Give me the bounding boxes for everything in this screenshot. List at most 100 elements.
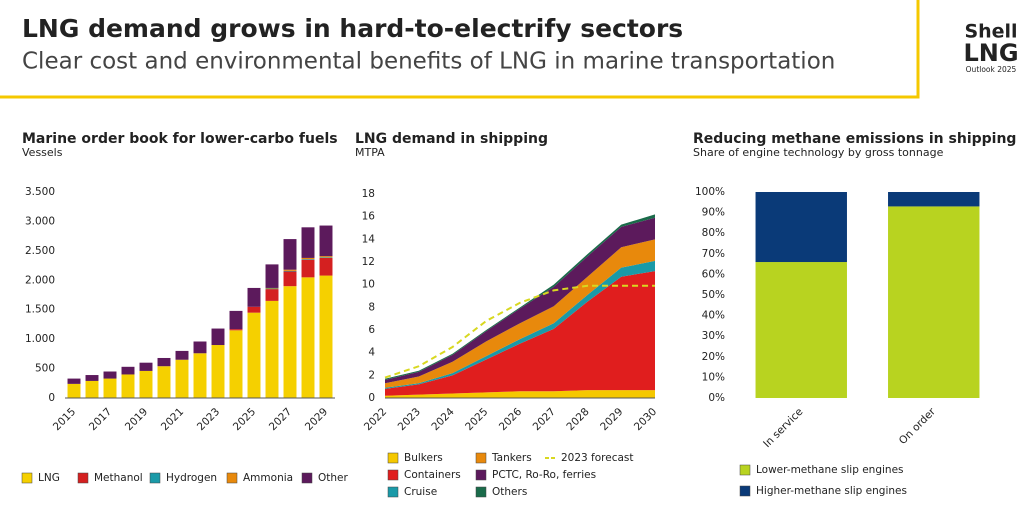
y-tick-label: 80% [702, 227, 725, 239]
bar-segment [319, 275, 333, 398]
bar-segment [247, 287, 261, 307]
x-tick-label: On order [897, 405, 939, 447]
x-tick-label: 2024 [429, 406, 457, 434]
bar-segment [247, 306, 261, 313]
bar-segment [121, 366, 135, 375]
y-tick-label: 2 [368, 369, 375, 381]
legend-swatch [475, 486, 487, 498]
x-tick-label: 2025 [463, 406, 490, 433]
x-tick-label: 2023 [396, 406, 423, 433]
bar-segment [211, 328, 225, 346]
slide-subtitle: Clear cost and environmental benefits of… [22, 49, 835, 75]
legend-swatch [739, 485, 751, 497]
y-tick-label: 3.500 [25, 186, 55, 198]
bar-segment [755, 262, 847, 398]
legend-label: Bulkers [404, 452, 443, 464]
x-tick-label: 2027 [267, 406, 294, 433]
y-tick-label: 12 [362, 256, 375, 268]
y-tick-label: 0 [368, 392, 375, 404]
bar-segment [301, 277, 315, 398]
logo-lng: LNG [963, 39, 1018, 67]
y-tick-label: 1.000 [25, 333, 55, 345]
bar-segment [265, 289, 279, 301]
y-tick-label: 30% [702, 330, 725, 342]
legend-label: Others [492, 486, 527, 498]
y-tick-label: 90% [702, 207, 725, 219]
legend-swatch [301, 472, 313, 484]
bar-segment [265, 288, 279, 290]
bar-segment [283, 271, 297, 287]
y-tick-label: 18 [362, 188, 375, 200]
bar-segment [211, 345, 225, 398]
y-tick-label: 10% [702, 371, 725, 383]
legend-label: Methanol [94, 472, 143, 484]
bar-segment [67, 383, 81, 398]
legend-label: Other [318, 472, 348, 484]
x-tick-label: 2022 [362, 406, 389, 433]
y-tick-label: 6 [368, 324, 375, 336]
bar-segment [121, 374, 135, 398]
y-tick-label: 1.500 [25, 304, 55, 316]
x-tick-label: 2019 [123, 406, 150, 433]
chart-subtitle: Vessels [22, 146, 63, 159]
x-tick-label: 2028 [564, 406, 591, 433]
y-tick-label: 500 [35, 363, 55, 375]
y-tick-label: 4 [368, 347, 375, 359]
x-tick-label: 2021 [159, 406, 186, 433]
legend-swatch [475, 469, 487, 481]
legend-swatch [21, 472, 33, 484]
area-layer [385, 390, 655, 398]
y-tick-label: 20% [702, 351, 725, 363]
x-tick-label: 2030 [632, 406, 659, 433]
bar-segment [301, 227, 315, 258]
bar-segment [229, 330, 243, 398]
bar-segment [283, 270, 297, 272]
x-tick-label: 2029 [598, 406, 625, 433]
legend-label: Hydrogen [166, 472, 217, 484]
bar-segment [157, 366, 171, 398]
legend-swatch [77, 472, 89, 484]
bar-segment [888, 206, 980, 398]
y-tick-label: 3.000 [25, 215, 55, 227]
area-layer [385, 239, 655, 388]
bar-segment [229, 310, 243, 330]
bar-segment [103, 371, 117, 379]
area-layer [385, 217, 655, 384]
bar-segment [85, 375, 99, 381]
legend-swatch [387, 486, 399, 498]
bar-segment [283, 286, 297, 398]
logo-shell: Shell [964, 21, 1017, 43]
legend-swatch [475, 452, 487, 464]
bar-segment [139, 370, 153, 398]
y-tick-label: 60% [702, 268, 725, 280]
bar-segment [283, 239, 297, 270]
y-tick-label: 100% [695, 186, 725, 198]
y-tick-label: 0 [48, 392, 55, 404]
chart-title: Marine order book for lower-carbo fuels [22, 131, 338, 147]
legend-swatch [149, 472, 161, 484]
y-tick-label: 14 [362, 233, 376, 245]
legend-label: Cruise [404, 486, 437, 498]
chart-title: LNG demand in shipping [355, 131, 548, 147]
y-tick-label: 2.000 [25, 274, 55, 286]
legend-label: Higher-methane slip engines [756, 485, 907, 497]
bar-segment [103, 378, 117, 398]
bar-segment [157, 357, 171, 367]
bar-segment [319, 225, 333, 257]
x-tick-label: 2029 [303, 406, 330, 433]
legend-swatch [226, 472, 238, 484]
y-tick-label: 8 [368, 301, 375, 313]
y-tick-label: 70% [702, 248, 725, 260]
y-tick-label: 2.500 [25, 245, 55, 257]
bar-segment [265, 300, 279, 398]
legend-label: PCTC, Ro-Ro, ferries [492, 469, 596, 481]
x-tick-label: 2017 [87, 406, 114, 433]
bar-segment [175, 350, 189, 360]
legend-swatch [387, 469, 399, 481]
legend-label: Tankers [491, 452, 532, 464]
legend-label: Lower-methane slip engines [756, 464, 904, 476]
chart-title: Reducing methane emissions in shipping [693, 131, 1016, 147]
bar-segment [247, 312, 261, 398]
legend-label: LNG [38, 472, 60, 484]
